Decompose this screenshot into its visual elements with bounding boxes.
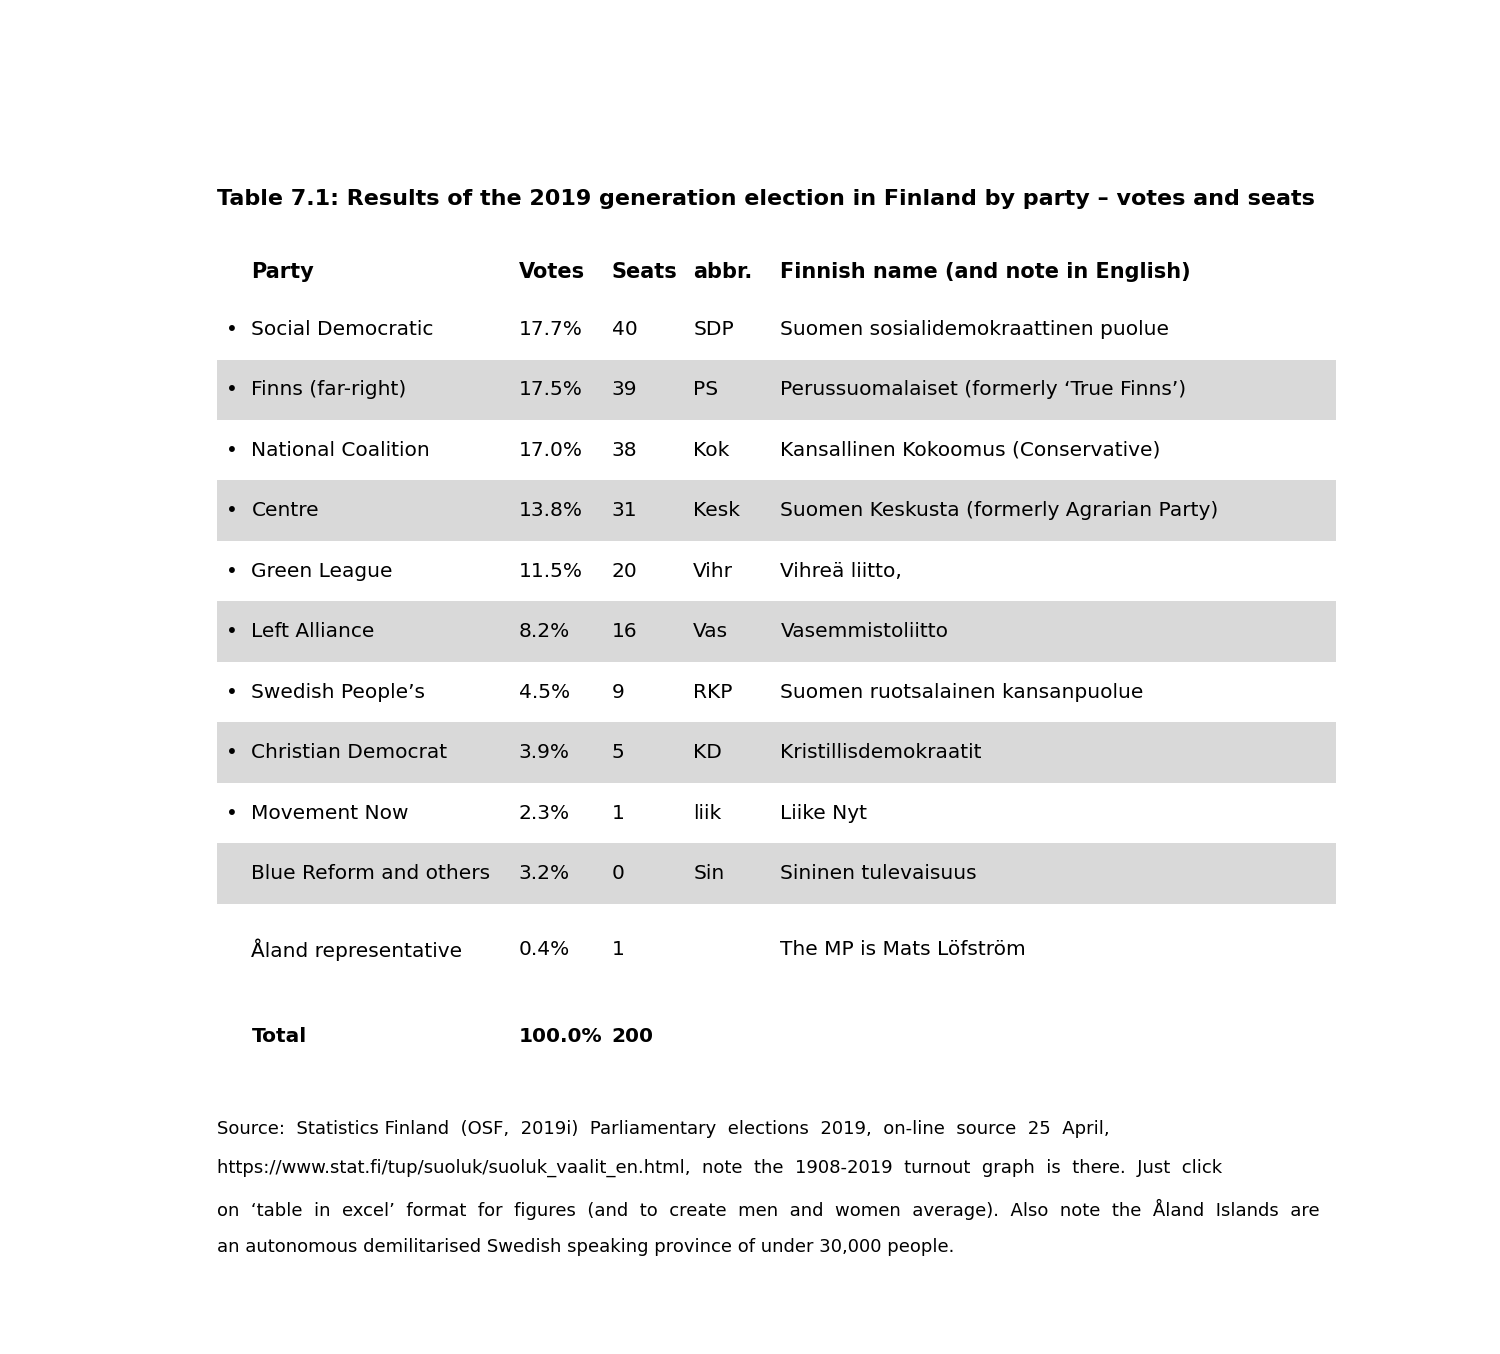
Text: 1: 1: [612, 940, 624, 959]
Text: •: •: [225, 621, 237, 642]
Text: Source:  Statistics Finland  (OSF,  2019i)  Parliamentary  elections  2019,  on-: Source: Statistics Finland (OSF, 2019i) …: [216, 1120, 1108, 1137]
Text: Vasemmistoliitto: Vasemmistoliitto: [780, 621, 948, 642]
Text: Suomen ruotsalainen kansanpuolue: Suomen ruotsalainen kansanpuolue: [780, 682, 1143, 701]
Text: 9: 9: [612, 682, 624, 701]
Text: Votes: Votes: [519, 261, 585, 282]
Text: 17.7%: 17.7%: [519, 320, 582, 338]
Text: 2.3%: 2.3%: [519, 803, 570, 822]
Text: Green League: Green League: [252, 562, 393, 581]
Text: Swedish People’s: Swedish People’s: [252, 682, 426, 701]
Text: Finnish name (and note in English): Finnish name (and note in English): [780, 261, 1191, 282]
Text: 1: 1: [612, 803, 624, 822]
Text: •: •: [225, 743, 237, 762]
Text: 39: 39: [612, 380, 638, 399]
Text: Centre: Centre: [252, 501, 320, 520]
Text: Social Democratic: Social Democratic: [252, 320, 434, 338]
Text: 3.9%: 3.9%: [519, 743, 570, 762]
Text: •: •: [225, 441, 237, 460]
Text: Suomen Keskusta (formerly Agrarian Party): Suomen Keskusta (formerly Agrarian Party…: [780, 501, 1218, 520]
Text: Vas: Vas: [693, 621, 729, 642]
Text: 100.0%: 100.0%: [519, 1026, 603, 1045]
Text: 16: 16: [612, 621, 638, 642]
FancyBboxPatch shape: [216, 360, 1336, 420]
Text: Kristillisdemokraatit: Kristillisdemokraatit: [780, 743, 982, 762]
Text: Seats: Seats: [612, 261, 678, 282]
FancyBboxPatch shape: [216, 481, 1336, 542]
Text: Blue Reform and others: Blue Reform and others: [252, 864, 490, 883]
Text: •: •: [225, 320, 237, 338]
Text: liik: liik: [693, 803, 722, 822]
Text: Sininen tulevaisuus: Sininen tulevaisuus: [780, 864, 976, 883]
Text: KD: KD: [693, 743, 722, 762]
Text: Vihr: Vihr: [693, 562, 734, 581]
Text: Perussuomalaiset (formerly ‘True Finns’): Perussuomalaiset (formerly ‘True Finns’): [780, 380, 1186, 399]
Text: 3.2%: 3.2%: [519, 864, 570, 883]
Text: 4.5%: 4.5%: [519, 682, 570, 701]
Text: 20: 20: [612, 562, 638, 581]
Text: 38: 38: [612, 441, 638, 460]
Text: National Coalition: National Coalition: [252, 441, 430, 460]
Text: Vihreä liitto,: Vihreä liitto,: [780, 562, 903, 581]
Text: •: •: [225, 803, 237, 822]
Text: •: •: [225, 380, 237, 399]
Text: Kok: Kok: [693, 441, 729, 460]
Text: an autonomous demilitarised Swedish speaking province of under 30,000 people.: an autonomous demilitarised Swedish spea…: [216, 1239, 954, 1257]
Text: Åland representative: Åland representative: [252, 938, 462, 961]
Text: Christian Democrat: Christian Democrat: [252, 743, 447, 762]
Text: Kesk: Kesk: [693, 501, 740, 520]
Text: Finns (far-right): Finns (far-right): [252, 380, 406, 399]
Text: Liike Nyt: Liike Nyt: [780, 803, 867, 822]
Text: 17.0%: 17.0%: [519, 441, 584, 460]
Text: Table 7.1: Results of the 2019 generation election in Finland by party – votes a: Table 7.1: Results of the 2019 generatio…: [216, 188, 1314, 209]
Text: Kansallinen Kokoomus (Conservative): Kansallinen Kokoomus (Conservative): [780, 441, 1161, 460]
Text: PS: PS: [693, 380, 718, 399]
Text: 17.5%: 17.5%: [519, 380, 582, 399]
Text: Suomen sosialidemokraattinen puolue: Suomen sosialidemokraattinen puolue: [780, 320, 1170, 338]
Text: 31: 31: [612, 501, 638, 520]
Text: 11.5%: 11.5%: [519, 562, 584, 581]
Text: abbr.: abbr.: [693, 261, 753, 282]
Text: 0: 0: [612, 864, 624, 883]
Text: RKP: RKP: [693, 682, 732, 701]
FancyBboxPatch shape: [216, 601, 1336, 662]
Text: Left Alliance: Left Alliance: [252, 621, 375, 642]
Text: •: •: [225, 682, 237, 701]
FancyBboxPatch shape: [216, 844, 1336, 903]
Text: 200: 200: [612, 1026, 654, 1045]
Text: Sin: Sin: [693, 864, 724, 883]
Text: The MP is Mats Löfström: The MP is Mats Löfström: [780, 940, 1026, 959]
Text: SDP: SDP: [693, 320, 734, 338]
Text: Movement Now: Movement Now: [252, 803, 410, 822]
Text: Total: Total: [252, 1026, 306, 1045]
Text: 13.8%: 13.8%: [519, 501, 584, 520]
Text: on  ‘table  in  excel’  format  for  figures  (and  to  create  men  and  women : on ‘table in excel’ format for figures (…: [216, 1198, 1318, 1220]
Text: 5: 5: [612, 743, 624, 762]
Text: •: •: [225, 562, 237, 581]
Text: 0.4%: 0.4%: [519, 940, 570, 959]
Text: Party: Party: [252, 261, 314, 282]
Text: •: •: [225, 501, 237, 520]
Text: 40: 40: [612, 320, 638, 338]
FancyBboxPatch shape: [216, 722, 1336, 783]
Text: https://www.stat.fi/tup/suoluk/suoluk_vaalit_en.html,  note  the  1908-2019  tur: https://www.stat.fi/tup/suoluk/suoluk_va…: [216, 1159, 1221, 1178]
Text: 8.2%: 8.2%: [519, 621, 570, 642]
